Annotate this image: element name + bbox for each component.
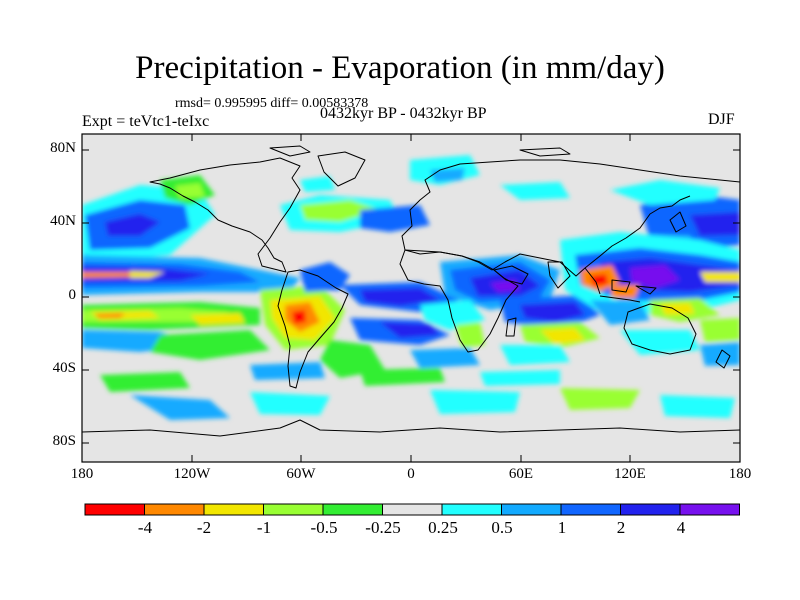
field-region <box>590 300 650 325</box>
field-region <box>380 322 440 338</box>
field-region <box>520 302 585 322</box>
field-region <box>300 176 335 192</box>
colorbar-label: -0.5 <box>310 518 338 537</box>
field-region <box>360 205 430 232</box>
field-region <box>105 214 160 236</box>
lat-ticks <box>82 149 740 444</box>
colorbar-label: -2 <box>196 518 212 537</box>
field-region <box>700 272 740 282</box>
field-region <box>700 318 740 342</box>
lon-tick-label: 60E <box>508 466 534 482</box>
field-region <box>620 330 700 355</box>
field-region <box>660 395 735 418</box>
colorbar-box <box>203 503 264 516</box>
colorbar-box <box>441 503 502 516</box>
coastlines <box>82 145 740 437</box>
lat-tick-label: 80N <box>50 140 76 156</box>
colorbar-box <box>144 503 205 516</box>
lon-tick-label: 0 <box>407 466 415 482</box>
colorbar-label: 0.25 <box>428 518 458 537</box>
field-region <box>630 265 680 288</box>
field-region <box>430 168 465 182</box>
field-region <box>455 322 485 348</box>
colorbar <box>84 503 740 516</box>
stats-label: rmsd= 0.995995 diff= 0.00583378 <box>175 96 369 111</box>
field-region <box>360 288 440 306</box>
field-region <box>175 183 205 198</box>
field-region <box>190 313 245 325</box>
lon-tick-label: 120W <box>173 466 211 482</box>
field-region <box>130 395 230 420</box>
field-region <box>500 345 570 365</box>
field-region <box>130 271 165 278</box>
colorbar-label: -0.25 <box>365 518 401 537</box>
field-region <box>250 392 330 415</box>
colorbar-label: 1 <box>557 518 567 537</box>
field-region <box>82 272 140 278</box>
lat-tick-label: 0 <box>68 287 77 303</box>
lat-tick-label: 80S <box>52 433 76 449</box>
field-region <box>320 340 385 378</box>
colorbar-label: 0.5 <box>491 518 513 537</box>
field-region <box>420 300 485 330</box>
field-region <box>410 348 480 368</box>
field-region <box>500 182 570 200</box>
lon-ticks <box>81 134 741 462</box>
colorbar-box <box>322 503 383 516</box>
field-region <box>150 330 270 360</box>
experiment-label: Expt = teVtc1-teIxc <box>82 113 210 130</box>
lon-tick-label: 60W <box>286 466 316 482</box>
colorbar-box <box>679 503 740 516</box>
field-region <box>430 390 520 414</box>
field-region <box>250 362 325 380</box>
field-region <box>480 370 560 386</box>
field-region <box>610 180 720 205</box>
colorbar-label: 2 <box>616 518 626 537</box>
field-region <box>560 388 640 410</box>
period-label: 0432kyr BP - 0432kyr BP <box>320 105 487 122</box>
field-region <box>690 212 740 236</box>
colorbar-box <box>84 503 145 516</box>
season-label: DJF <box>708 111 735 128</box>
colorbar-label: -1 <box>256 518 272 537</box>
field-region <box>590 274 608 286</box>
field-region <box>292 310 306 324</box>
lat-tick-label: 40N <box>50 213 76 229</box>
colorbar-box <box>382 503 443 516</box>
colorbar-label: -4 <box>137 518 153 537</box>
colorbar-box <box>560 503 621 516</box>
colorbar-label: 4 <box>676 518 686 537</box>
lon-tick-label: 180 <box>70 466 94 482</box>
lon-tick-label: 180 <box>728 466 752 482</box>
lat-tick-label: 40S <box>52 360 76 376</box>
field-region <box>540 328 585 345</box>
chart-title: Precipitation - Evaporation (in mm/day) <box>135 50 665 86</box>
field-region <box>660 303 695 315</box>
colorbar-box <box>620 503 681 516</box>
lon-tick-label: 120E <box>614 466 646 482</box>
field-region <box>300 200 380 222</box>
colorbar-box <box>501 503 562 516</box>
field-region <box>360 368 445 386</box>
pe-field <box>82 155 740 420</box>
field-region <box>100 372 190 392</box>
colorbar-box <box>263 503 324 516</box>
field-region <box>95 313 125 318</box>
field-region <box>300 262 350 292</box>
